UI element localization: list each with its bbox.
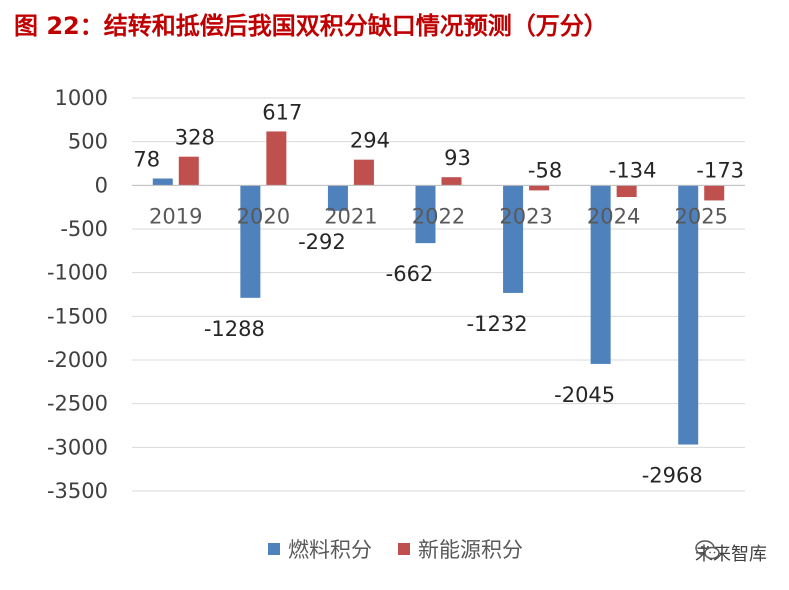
data-label-nev: 328 xyxy=(175,126,215,150)
bar-fuel xyxy=(327,185,348,211)
legend-label-fuel: 燃料积分 xyxy=(288,538,372,562)
data-label-fuel: -292 xyxy=(298,230,346,254)
bar-nev xyxy=(353,159,374,186)
category-label: 2024 xyxy=(587,204,640,228)
y-tick-label: 500 xyxy=(68,130,108,154)
legend-item-fuel: 燃料积分 xyxy=(268,534,372,564)
y-tick-label: -1500 xyxy=(47,304,108,328)
data-label-nev: 93 xyxy=(444,146,471,170)
chart-title: 图 22：结转和抵偿后我国双积分缺口情况预测（万分） xyxy=(14,12,608,40)
data-label-nev: -134 xyxy=(609,158,657,182)
bar-nev xyxy=(178,156,199,186)
y-tick-label: 0 xyxy=(95,173,108,197)
bar-fuel xyxy=(415,185,436,244)
data-label-nev: 617 xyxy=(262,100,302,124)
data-label-fuel: 78 xyxy=(133,148,160,172)
bar-nev xyxy=(441,177,462,186)
data-label-nev: 294 xyxy=(350,129,390,153)
y-tick-label: -3000 xyxy=(47,435,108,459)
data-label-fuel: -1288 xyxy=(204,317,265,341)
category-label: 2021 xyxy=(324,204,377,228)
data-label-nev: -58 xyxy=(528,158,562,182)
data-label-nev: -173 xyxy=(696,158,744,182)
bar-fuel xyxy=(240,185,261,298)
legend-swatch-fuel xyxy=(268,543,280,555)
data-label-fuel: -2968 xyxy=(642,464,703,488)
bar-nev xyxy=(616,185,637,198)
bar-fuel xyxy=(152,178,173,186)
category-label: 2025 xyxy=(674,204,727,228)
y-tick-label: -2000 xyxy=(47,348,108,372)
data-label-fuel: -1232 xyxy=(467,312,528,336)
legend: 燃料积分 新能源积分 xyxy=(268,534,549,564)
legend-item-nev: 新能源积分 xyxy=(398,534,523,564)
data-label-fuel: -662 xyxy=(386,262,434,286)
watermark: 未来智库 xyxy=(695,540,767,566)
y-tick-label: -1000 xyxy=(47,261,108,285)
bar-fuel xyxy=(503,185,524,293)
y-tick-label: -2500 xyxy=(47,392,108,416)
category-label: 2023 xyxy=(499,204,552,228)
y-tick-label: -3500 xyxy=(47,479,108,503)
bar-nev xyxy=(529,185,550,191)
bar-nev xyxy=(704,185,725,201)
y-tick-label: -500 xyxy=(60,217,108,241)
wechat-icon xyxy=(695,540,720,560)
bar-fuel xyxy=(590,185,611,364)
y-tick-label: 1000 xyxy=(55,86,108,110)
bar-fuel xyxy=(678,185,699,445)
category-label: 2020 xyxy=(237,204,290,228)
category-label: 2019 xyxy=(149,204,202,228)
legend-label-nev: 新能源积分 xyxy=(418,538,523,562)
legend-swatch-nev xyxy=(398,543,410,555)
bar-nev xyxy=(266,131,287,186)
category-label: 2022 xyxy=(412,204,465,228)
data-label-fuel: -2045 xyxy=(554,383,615,407)
